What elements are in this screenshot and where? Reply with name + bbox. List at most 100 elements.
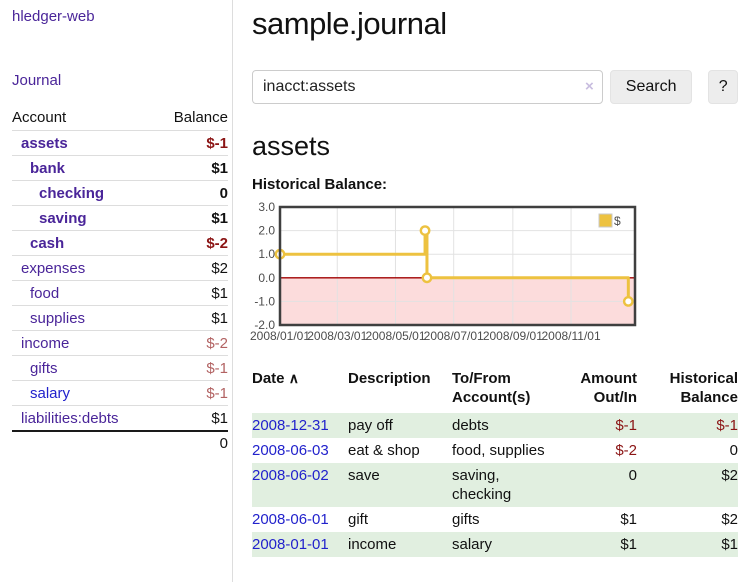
amount-column-header: Amount Out/In bbox=[565, 367, 645, 413]
account-balance: $1 bbox=[211, 285, 228, 302]
svg-text:0.0: 0.0 bbox=[258, 271, 275, 285]
description-header-label: Description bbox=[348, 370, 431, 387]
chart-heading: Historical Balance: bbox=[252, 176, 738, 193]
svg-text:3.0: 3.0 bbox=[258, 200, 275, 214]
balance-header-line1: Historical bbox=[645, 369, 738, 388]
svg-text:2008/03/01: 2008/03/01 bbox=[307, 329, 367, 343]
accounts-column-header: To/From Account(s) bbox=[452, 367, 565, 413]
account-balance: $1 bbox=[211, 310, 228, 327]
register-table-header-row: Date ∧ Description To/From Account(s) Am… bbox=[252, 367, 738, 413]
account-link[interactable]: assets bbox=[21, 135, 68, 152]
account-link[interactable]: expenses bbox=[21, 260, 85, 277]
app-title-link[interactable]: hledger-web bbox=[12, 8, 95, 25]
account-balance: $2 bbox=[211, 260, 228, 277]
sidebar-item-journal[interactable]: Journal bbox=[12, 72, 61, 89]
account-link[interactable]: bank bbox=[30, 160, 65, 177]
account-row: liabilities:debts $1 bbox=[12, 405, 228, 430]
account-balance: $-1 bbox=[206, 135, 228, 152]
svg-text:1.0: 1.0 bbox=[258, 247, 275, 261]
transaction-row: 2008-01-01 income salary $1 $1 bbox=[252, 532, 738, 557]
account-row: food $1 bbox=[12, 280, 228, 305]
transaction-date-link[interactable]: 2008-06-03 bbox=[252, 442, 329, 459]
account-link[interactable]: checking bbox=[39, 185, 104, 202]
svg-text:2008/11/01: 2008/11/01 bbox=[541, 329, 600, 343]
account-balance: $-1 bbox=[206, 385, 228, 402]
account-balance: $-1 bbox=[206, 360, 228, 377]
account-balance: $1 bbox=[211, 160, 228, 177]
accounts-header-line2: Account(s) bbox=[452, 388, 557, 407]
account-link[interactable]: saving bbox=[39, 210, 87, 227]
account-row: bank $1 bbox=[12, 155, 228, 180]
account-balance: $-2 bbox=[206, 235, 228, 252]
transaction-balance: $-1 bbox=[716, 417, 738, 434]
transaction-accounts: debts bbox=[452, 413, 565, 438]
accounts-table-header: Account Balance bbox=[12, 105, 228, 130]
svg-text:2008/07/01: 2008/07/01 bbox=[424, 329, 484, 343]
transaction-date-link[interactable]: 2008-06-02 bbox=[252, 467, 329, 484]
account-link[interactable]: supplies bbox=[30, 310, 85, 327]
account-link[interactable]: gifts bbox=[30, 360, 58, 377]
transaction-row: 2008-12-31 pay off debts $-1 $-1 bbox=[252, 413, 738, 438]
date-header-label: Date bbox=[252, 370, 285, 387]
transaction-description: income bbox=[348, 532, 452, 557]
transaction-description: save bbox=[348, 463, 452, 507]
account-row: salary $-1 bbox=[12, 380, 228, 405]
account-link[interactable]: income bbox=[21, 335, 69, 352]
account-row: expenses $2 bbox=[12, 255, 228, 280]
svg-text:2008/01/01: 2008/01/01 bbox=[250, 329, 310, 343]
account-balance: $1 bbox=[211, 410, 228, 427]
transaction-row: 2008-06-02 save saving, checking 0 $2 bbox=[252, 463, 738, 507]
account-column-header: Account bbox=[12, 109, 66, 126]
account-row: saving $1 bbox=[12, 205, 228, 230]
transaction-amount: 0 bbox=[629, 467, 637, 484]
search-input[interactable] bbox=[252, 70, 603, 104]
help-button[interactable]: ? bbox=[708, 70, 738, 104]
transaction-row: 2008-06-03 eat & shop food, supplies $-2… bbox=[252, 438, 738, 463]
balance-header-line2: Balance bbox=[645, 388, 738, 407]
transaction-accounts: saving, checking bbox=[452, 463, 565, 507]
accounts-total-balance: 0 bbox=[220, 435, 228, 452]
transaction-date-link[interactable]: 2008-06-01 bbox=[252, 511, 329, 528]
account-link[interactable]: salary bbox=[30, 385, 70, 402]
svg-text:2.0: 2.0 bbox=[258, 224, 275, 238]
sidebar: hledger-web Journal Account Balance asse… bbox=[0, 0, 233, 582]
transaction-accounts: food, supplies bbox=[452, 438, 565, 463]
accounts-table-body: assets $-1 bank $1 checking 0 saving $1 … bbox=[12, 130, 228, 430]
transaction-amount: $1 bbox=[620, 511, 637, 528]
account-row: gifts $-1 bbox=[12, 355, 228, 380]
main-content: sample.journal × Search ? assets Histori… bbox=[252, 0, 738, 557]
account-row: cash $-2 bbox=[12, 230, 228, 255]
svg-text:-1.0: -1.0 bbox=[254, 294, 275, 308]
date-column-header[interactable]: Date ∧ bbox=[252, 367, 348, 413]
transaction-date-link[interactable]: 2008-12-31 bbox=[252, 417, 329, 434]
clear-search-icon[interactable]: × bbox=[585, 79, 594, 94]
transaction-balance: $2 bbox=[721, 467, 738, 484]
balance-column-header: Balance bbox=[174, 109, 228, 126]
page-title: sample.journal bbox=[252, 6, 738, 42]
account-heading: assets bbox=[252, 131, 738, 162]
accounts-total-row: 0 bbox=[12, 430, 228, 455]
balance-column-header: Historical Balance bbox=[645, 367, 738, 413]
accounts-header-line1: To/From bbox=[452, 369, 557, 388]
transaction-date-link[interactable]: 2008-01-01 bbox=[252, 536, 329, 553]
transaction-balance: $2 bbox=[721, 511, 738, 528]
transaction-amount: $-1 bbox=[615, 417, 637, 434]
search-button[interactable]: Search bbox=[610, 70, 693, 104]
account-link[interactable]: food bbox=[30, 285, 59, 302]
account-row: assets $-1 bbox=[12, 130, 228, 155]
svg-text:$: $ bbox=[614, 214, 621, 228]
search-input-wrap: × bbox=[252, 70, 603, 104]
account-row: supplies $1 bbox=[12, 305, 228, 330]
accounts-table: Account Balance assets $-1 bank $1 check… bbox=[12, 105, 228, 455]
amount-header-line2: Out/In bbox=[565, 388, 637, 407]
amount-header-line1: Amount bbox=[565, 369, 637, 388]
account-link[interactable]: liabilities:debts bbox=[21, 410, 119, 427]
transaction-description: pay off bbox=[348, 413, 452, 438]
svg-text:2008/09/01: 2008/09/01 bbox=[483, 329, 543, 343]
account-link[interactable]: cash bbox=[30, 235, 64, 252]
register-table-body: 2008-12-31 pay off debts $-1 $-1 2008-06… bbox=[252, 413, 738, 557]
svg-text:2008/05/01: 2008/05/01 bbox=[365, 329, 425, 343]
transaction-description: gift bbox=[348, 507, 452, 532]
transaction-amount: $-2 bbox=[615, 442, 637, 459]
account-balance: $-2 bbox=[206, 335, 228, 352]
